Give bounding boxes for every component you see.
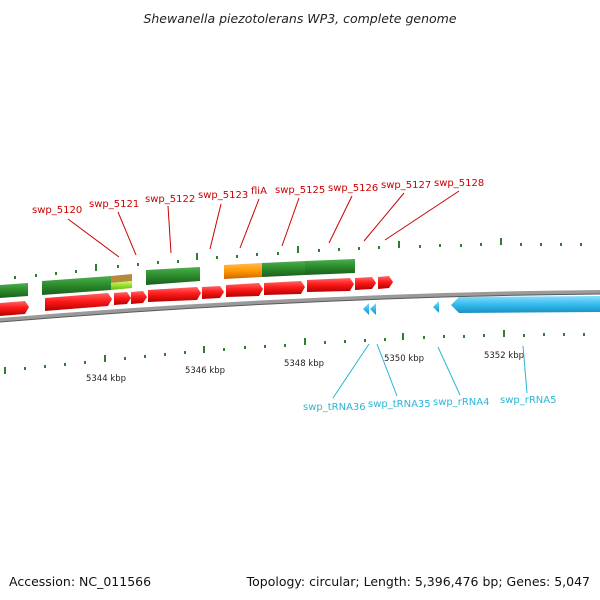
gene-block (0, 283, 28, 298)
cds-arrow (264, 281, 305, 295)
gene-labels: swp_5120 swp_5121 swp_5122 swp_5123 fliA… (32, 178, 484, 216)
cds-arrow (131, 291, 147, 304)
cds-arrow (114, 292, 131, 305)
genome-backbone-shadow (0, 293, 600, 323)
gene-label: swp_5127 (381, 180, 431, 191)
gene-label: swp_5128 (434, 178, 484, 189)
trna-arrow (363, 303, 369, 315)
cds-arrow (355, 277, 376, 290)
gene-label: swp_5123 (198, 190, 248, 201)
gene-label: swp_5121 (89, 199, 139, 210)
rrna-block (451, 296, 600, 313)
rna-track-blue (363, 296, 600, 315)
gene-block (262, 261, 305, 277)
gene-label: swp_5125 (275, 185, 325, 196)
map-title: Shewanella piezotolerans WP3, complete g… (143, 11, 456, 26)
rrna-arrow (433, 301, 439, 313)
gene-callouts (67, 190, 460, 258)
gene-block (42, 276, 111, 295)
kbp-label: 5346 kbp (185, 366, 225, 376)
upper-tick-row (14, 238, 582, 279)
kbp-label: 5344 kbp (86, 374, 126, 384)
cds-arrow (45, 293, 112, 311)
cds-track-red (0, 276, 393, 316)
lower-tick-row (4, 330, 585, 374)
rna-label: swp_rRNA4 (433, 397, 489, 408)
genome-backbone (0, 290, 600, 322)
cds-arrow (148, 287, 201, 302)
kbp-label: 5348 kbp (284, 359, 324, 369)
kbp-label: 5352 kbp (484, 351, 524, 361)
gene-label: fliA (251, 186, 267, 197)
genome-summary-text: Topology: circular; Length: 5,396,476 bp… (246, 574, 590, 589)
cds-arrow (202, 286, 224, 299)
gene-block (146, 267, 200, 285)
rna-label: swp_tRNA36 (303, 402, 366, 413)
rna-callouts (332, 343, 528, 399)
gene-block (111, 274, 132, 283)
kbp-label: 5350 kbp (384, 354, 424, 364)
trna-arrow (370, 303, 376, 315)
cds-arrow (378, 276, 393, 289)
rna-label: swp_rRNA5 (500, 395, 556, 406)
cds-arrow (307, 278, 354, 292)
kbp-labels: 5344 kbp 5346 kbp 5348 kbp 5350 kbp 5352… (86, 351, 524, 384)
cds-arrow (0, 301, 29, 316)
rna-labels: swp_tRNA36 swp_tRNA35 swp_rRNA4 swp_rRNA… (303, 395, 556, 413)
gene-block (305, 259, 355, 275)
gene-label: swp_5126 (328, 183, 378, 194)
accession-text: Accession: NC_011566 (9, 574, 151, 589)
rna-label: swp_tRNA35 (368, 399, 431, 410)
gene-block-fliA (224, 263, 262, 279)
gene-block (111, 281, 132, 290)
cds-arrow (226, 283, 263, 297)
gene-label: swp_5122 (145, 194, 195, 205)
gene-track-green (0, 259, 355, 298)
gene-label: swp_5120 (32, 205, 82, 216)
